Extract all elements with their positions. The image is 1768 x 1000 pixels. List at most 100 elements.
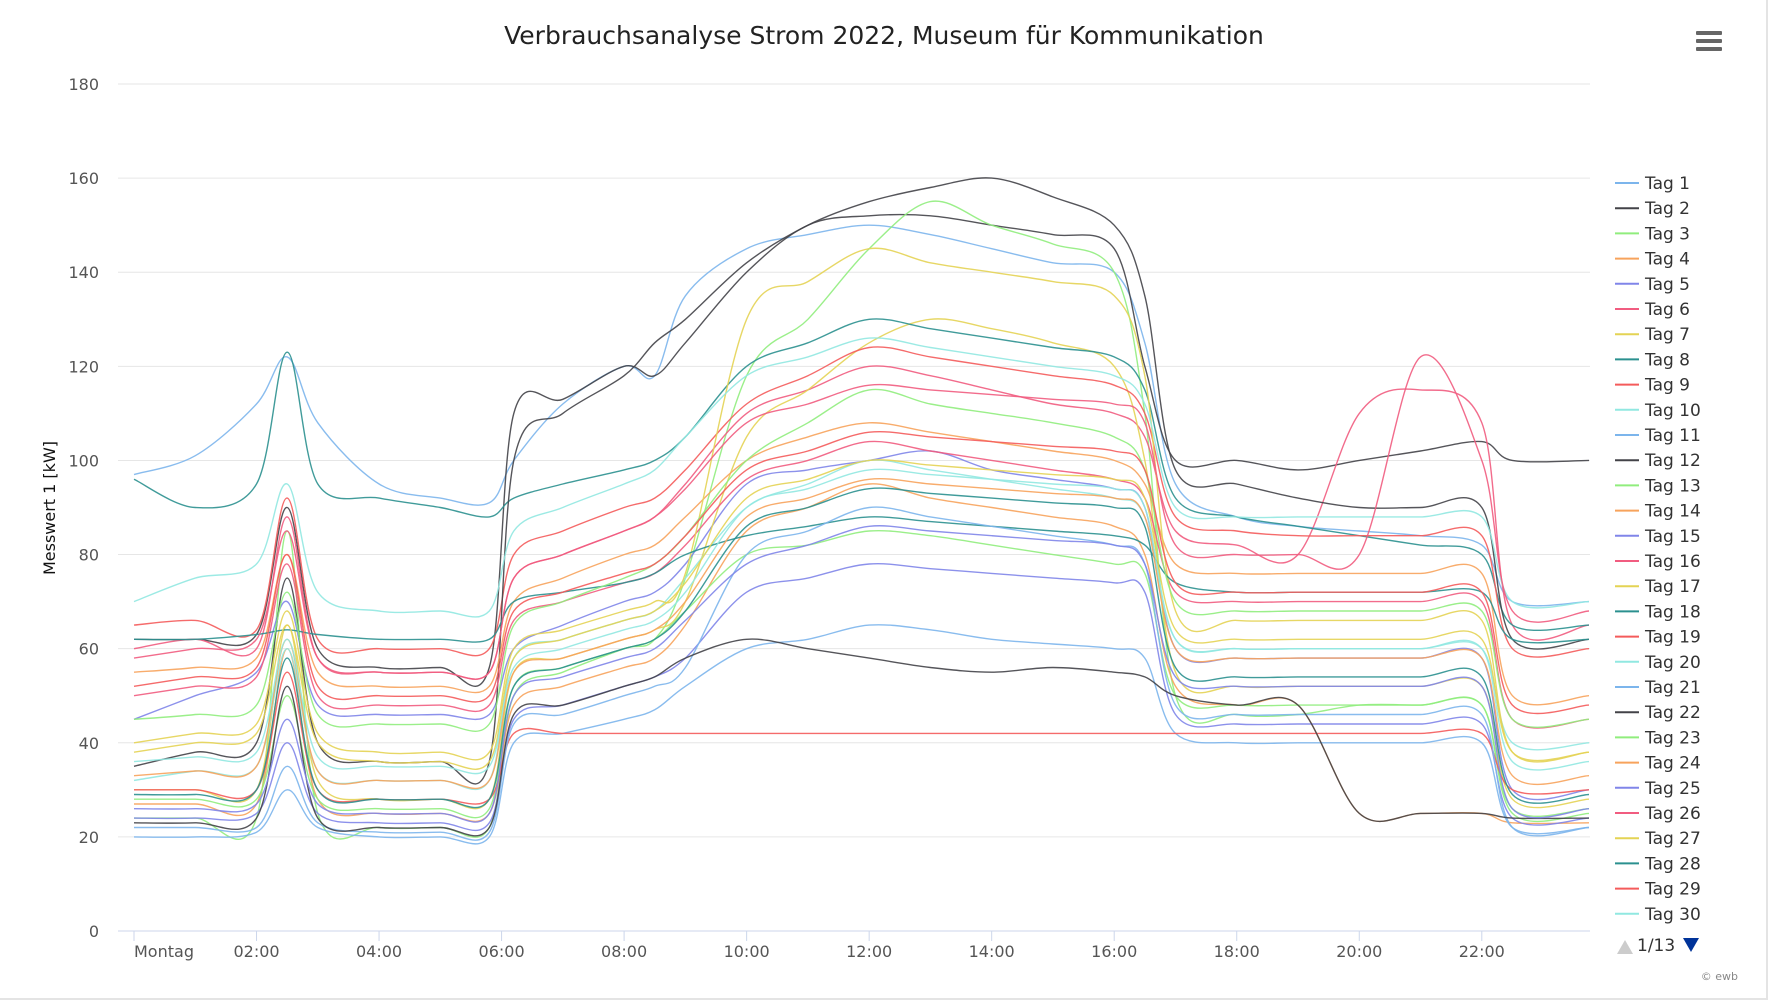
- legend-label: Tag 24: [1644, 754, 1701, 774]
- legend-item-23[interactable]: Tag 23: [1615, 728, 1701, 748]
- x-tick-label: 14:00: [969, 942, 1015, 961]
- y-tick-label: 120: [68, 357, 99, 376]
- series-line-1[interactable]: [133, 224, 1590, 607]
- y-tick-label: 40: [79, 734, 99, 753]
- legend-label: Tag 25: [1644, 779, 1701, 799]
- triangle-up-icon[interactable]: [1617, 940, 1633, 954]
- legend-item-20[interactable]: Tag 20: [1615, 653, 1701, 673]
- series-line-22[interactable]: [133, 638, 1590, 837]
- legend-label: Tag 22: [1644, 703, 1701, 723]
- series-line-15[interactable]: [133, 562, 1590, 832]
- legend-item-29[interactable]: Tag 29: [1615, 880, 1701, 900]
- y-tick-label: 140: [68, 263, 99, 282]
- legend-label: Tag 10: [1644, 401, 1701, 421]
- legend-item-27[interactable]: Tag 27: [1615, 829, 1701, 849]
- series-line-19[interactable]: [134, 671, 1590, 805]
- series-line-8[interactable]: [133, 318, 1590, 632]
- y-tick-label: 20: [79, 828, 99, 847]
- hamburger-menu-icon[interactable]: [1696, 31, 1722, 51]
- series-line-21[interactable]: [134, 506, 1590, 841]
- y-axis-title: Messwert 1 [kW]: [40, 441, 59, 575]
- legend-label: Tag 23: [1644, 728, 1701, 748]
- series-line-11[interactable]: [133, 624, 1590, 845]
- legend-item-21[interactable]: Tag 21: [1615, 678, 1701, 698]
- legend-label: Tag 27: [1644, 829, 1701, 849]
- series-line-6[interactable]: [133, 365, 1590, 680]
- x-tick-label: 04:00: [356, 942, 402, 961]
- series-line-14[interactable]: [133, 422, 1590, 706]
- legend-item-25[interactable]: Tag 25: [1615, 779, 1701, 799]
- legend-item-18[interactable]: Tag 18: [1615, 602, 1701, 622]
- x-tick-label: 12:00: [846, 942, 892, 961]
- credits-text[interactable]: © ewb: [1701, 970, 1738, 983]
- legend-item-14[interactable]: Tag 14: [1615, 502, 1701, 522]
- series-line-30[interactable]: [133, 468, 1590, 775]
- x-tick-label: 20:00: [1336, 942, 1382, 961]
- x-axis-tick-labels: Montag 02:00 04:00 06:00 08:00 10:00 12:00 14:0…: [134, 942, 1505, 961]
- legend-item-28[interactable]: Tag 28: [1615, 854, 1701, 874]
- series-line-16[interactable]: [133, 440, 1590, 729]
- legend-item-30[interactable]: Tag 30: [1615, 905, 1701, 925]
- series-line-27[interactable]: [133, 459, 1590, 770]
- series-line-25[interactable]: [133, 525, 1590, 823]
- legend-item-19[interactable]: Tag 19: [1615, 628, 1701, 648]
- triangle-down-icon[interactable]: [1683, 938, 1699, 952]
- legend-item-24[interactable]: Tag 24: [1615, 754, 1701, 774]
- legend-item-3[interactable]: Tag 3: [1615, 224, 1690, 244]
- legend-label: Tag 3: [1644, 224, 1690, 244]
- legend-item-22[interactable]: Tag 22: [1615, 703, 1701, 723]
- series-line-3[interactable]: [134, 200, 1590, 841]
- series-line-24[interactable]: [133, 478, 1590, 790]
- legend-label: Tag 28: [1644, 854, 1701, 874]
- x-tick-label: 02:00: [233, 942, 279, 961]
- legend-item-1[interactable]: Tag 1: [1615, 174, 1690, 194]
- legend-item-4[interactable]: Tag 4: [1615, 250, 1690, 270]
- legend-item-10[interactable]: Tag 10: [1615, 401, 1701, 421]
- series-line-9[interactable]: [133, 346, 1590, 658]
- series-line-23[interactable]: [133, 388, 1590, 732]
- legend-item-13[interactable]: Tag 13: [1615, 476, 1701, 496]
- series-line-29[interactable]: [133, 430, 1590, 715]
- legend-item-9[interactable]: Tag 9: [1615, 376, 1690, 396]
- x-tick-label: 22:00: [1459, 942, 1505, 961]
- legend-item-17[interactable]: Tag 17: [1615, 577, 1701, 597]
- legend-navigation: 1/13: [1617, 936, 1699, 956]
- legend-label: Tag 26: [1644, 804, 1701, 824]
- legend-label: Tag 14: [1644, 502, 1701, 522]
- legend-item-11[interactable]: Tag 11: [1615, 426, 1701, 446]
- legend-item-8[interactable]: Tag 8: [1615, 350, 1690, 370]
- legend-item-6[interactable]: Tag 6: [1615, 300, 1690, 320]
- series-line-5[interactable]: [133, 450, 1590, 801]
- series-line-17[interactable]: [133, 247, 1590, 763]
- y-tick-label: 100: [68, 451, 99, 470]
- legend-item-7[interactable]: Tag 7: [1615, 325, 1690, 345]
- series-line-13[interactable]: [134, 529, 1590, 819]
- legend-label: Tag 20: [1644, 653, 1701, 673]
- legend-label: Tag 30: [1644, 905, 1701, 925]
- legend-item-12[interactable]: Tag 12: [1615, 451, 1701, 471]
- x-tick-label: 16:00: [1091, 942, 1137, 961]
- legend-item-2[interactable]: Tag 2: [1615, 199, 1690, 219]
- series-line-26[interactable]: [133, 354, 1590, 680]
- legend-label: Tag 16: [1644, 552, 1701, 572]
- series-line-20[interactable]: [133, 337, 1590, 618]
- series-line-4[interactable]: [134, 483, 1590, 825]
- series-line-28[interactable]: [133, 487, 1590, 809]
- legend-label: Tag 9: [1644, 376, 1690, 396]
- legend-item-26[interactable]: Tag 26: [1615, 804, 1701, 824]
- x-tick-label: 18:00: [1214, 942, 1260, 961]
- y-tick-label: 180: [68, 75, 99, 94]
- legend-label: Tag 19: [1644, 628, 1701, 648]
- series-line-2[interactable]: [133, 213, 1590, 687]
- legend-label: Tag 5: [1644, 275, 1690, 295]
- legend-label: Tag 6: [1644, 300, 1690, 320]
- legend-item-16[interactable]: Tag 16: [1615, 552, 1701, 572]
- legend-item-5[interactable]: Tag 5: [1615, 275, 1690, 295]
- legend-label: Tag 21: [1644, 678, 1701, 698]
- legend-label: Tag 29: [1644, 880, 1701, 900]
- legend-label: Tag 2: [1644, 199, 1690, 219]
- legend-item-15[interactable]: Tag 15: [1615, 527, 1701, 547]
- series-line-12[interactable]: [133, 177, 1590, 785]
